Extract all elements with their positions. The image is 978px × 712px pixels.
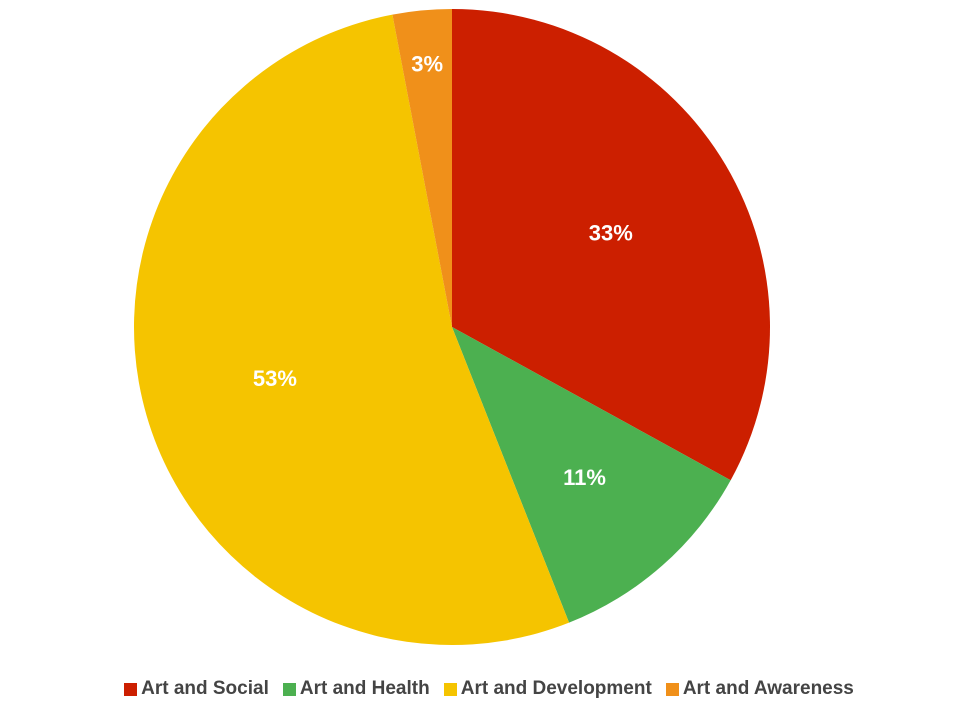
legend-label: Art and Development — [460, 678, 652, 699]
legend-swatch-icon — [443, 682, 457, 696]
legend-label: Art and Awareness — [682, 678, 854, 699]
pie-slice-art-and-social — [452, 9, 770, 481]
data-label-art-and-social: 33% — [589, 221, 633, 246]
data-label-art-and-health: 11% — [563, 465, 606, 490]
legend-item-art-and-social: Art and Social — [124, 678, 269, 700]
chart-legend: Art and Social Art and Health Art and Deve… — [0, 672, 978, 706]
legend-item-art-and-health: Art and Health — [282, 678, 430, 700]
legend-label: Art and Health — [299, 678, 430, 699]
pie-slice-art-and-development — [133, 14, 570, 646]
pie-slice-art-and-awareness — [392, 9, 452, 327]
pie-slice-art-and-health — [452, 327, 731, 623]
data-label-art-and-awareness: 3% — [411, 52, 443, 77]
data-label-art-and-development: 53% — [253, 366, 297, 391]
legend-item-art-and-awareness: Art and Awareness — [665, 678, 854, 700]
legend-swatch-icon — [282, 682, 296, 696]
legend-swatch-icon — [665, 682, 679, 696]
legend-item-art-and-development: Art and Development — [443, 678, 652, 700]
legend-swatch-icon — [124, 682, 138, 696]
legend-label: Art and Social — [141, 678, 269, 699]
